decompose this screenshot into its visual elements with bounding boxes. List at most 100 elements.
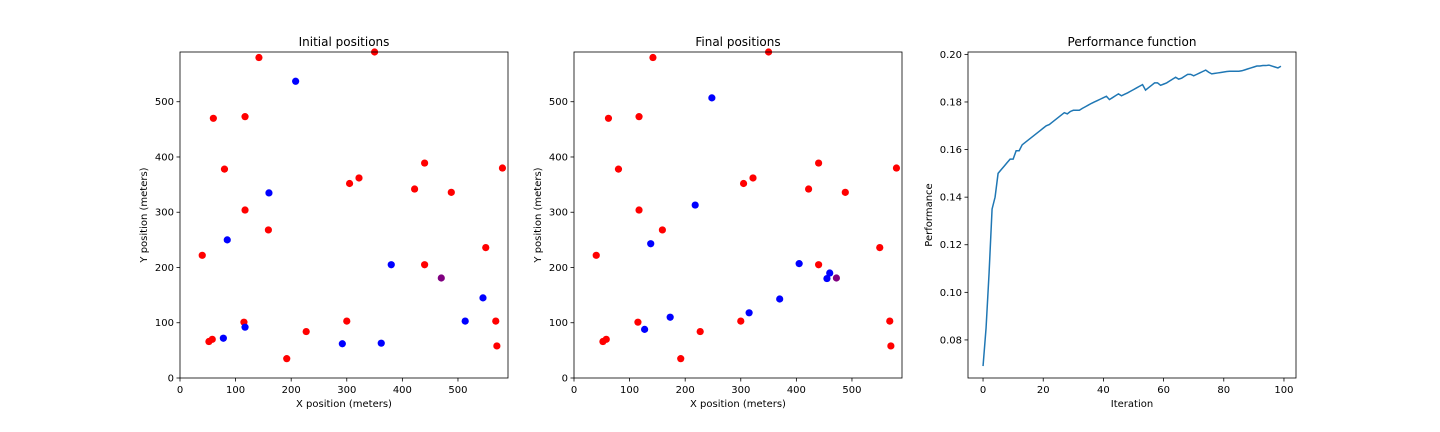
y-axis-label: Y position (meters)	[533, 167, 544, 263]
point-blue-5	[823, 274, 831, 283]
point-blue-1	[691, 201, 699, 209]
point-blue-1	[265, 189, 273, 197]
y-tick-label: 500	[549, 97, 568, 108]
point-red-20	[343, 317, 351, 325]
point-red-3	[614, 165, 623, 173]
point-red-2	[241, 113, 249, 121]
point-red-17	[599, 337, 607, 346]
y-tick-label: 500	[155, 97, 174, 108]
point-red-22	[493, 342, 501, 350]
axes-frame	[573, 51, 903, 379]
x-tick-label: 40	[1097, 385, 1110, 396]
point-red-8	[345, 179, 354, 188]
y-tick-label: 0.16	[940, 145, 962, 156]
y-axis-label: Performance	[924, 183, 935, 246]
axes-frame	[179, 51, 509, 379]
y-tick-label: 0.14	[940, 193, 962, 204]
point-blue-2	[647, 240, 655, 248]
point-red-0	[198, 251, 206, 259]
point-red-19	[696, 327, 704, 336]
y-tick-label: 200	[549, 263, 568, 274]
point-red-11	[421, 159, 429, 167]
point-red-18	[677, 355, 685, 363]
x-tick-label: 20	[1037, 385, 1050, 396]
point-red-15	[634, 318, 642, 326]
point-blue-0	[292, 77, 300, 85]
point-purple-0	[437, 274, 445, 282]
point-blue-8	[241, 323, 249, 331]
x-tick-label: 0	[571, 385, 577, 396]
x-tick-label: 60	[1157, 385, 1170, 396]
x-tick-label: 200	[676, 385, 695, 396]
x-tick-label: 300	[337, 385, 356, 396]
point-blue-7	[745, 309, 753, 317]
chart-1: 0 100 200 300 400 500 0 100 200 300 400 500 Initial …	[139, 35, 509, 410]
point-red-9	[355, 174, 363, 182]
point-red-13	[482, 244, 490, 252]
point-red-10	[805, 185, 813, 193]
x-tick-label: 500	[448, 385, 467, 396]
x-tick-label: 200	[282, 385, 301, 396]
x-tick-label: 500	[842, 385, 861, 396]
point-blue-7	[377, 339, 385, 347]
point-blue-6	[776, 295, 784, 303]
point-blue-4	[826, 269, 834, 277]
y-tick-label: 200	[155, 263, 174, 274]
y-tick-label: 0.12	[940, 240, 962, 251]
point-red-22	[887, 342, 895, 350]
y-tick-label: 100	[549, 318, 568, 329]
point-red-14	[815, 261, 823, 269]
x-tick-label: 80	[1217, 385, 1230, 396]
point-red-13	[876, 244, 884, 252]
y-tick-label: 100	[155, 318, 174, 329]
point-red-9	[749, 174, 757, 182]
chart-2: 0 100 200 300 400 500 0 100 200 300 400 500 Final po…	[533, 35, 903, 410]
point-purple-0	[832, 274, 841, 282]
point-red-12	[841, 188, 849, 196]
point-red-8	[739, 179, 748, 188]
x-tick-label: 400	[393, 385, 412, 396]
y-tick-label: 300	[549, 208, 568, 219]
x-tick-label: 300	[731, 385, 750, 396]
x-tick-label: 100	[1274, 385, 1293, 396]
point-red-12	[447, 188, 455, 196]
plot-area	[198, 48, 507, 363]
point-red-5	[264, 226, 272, 234]
point-red-20	[737, 317, 745, 325]
point-blue-9	[641, 325, 649, 333]
point-red-5	[658, 226, 666, 234]
y-tick-label: 300	[155, 208, 174, 219]
point-red-4	[635, 206, 643, 214]
chart-title: Performance function	[1068, 35, 1197, 49]
plot-area	[592, 48, 901, 363]
y-tick-label: 0.10	[940, 288, 962, 299]
point-blue-3	[387, 261, 395, 269]
point-red-2	[635, 113, 643, 121]
y-tick-label: 0.20	[940, 50, 962, 61]
performance-line	[982, 64, 1282, 367]
point-red-18	[283, 355, 291, 363]
chart-title: Initial positions	[299, 35, 390, 49]
y-axis-label: Y position (meters)	[139, 167, 150, 263]
x-tick-label: 0	[980, 385, 986, 396]
point-blue-8	[666, 313, 674, 321]
chart-3: 0 20 40 60 80 100 0.08 0.10 0.12 0.14 0.16 0.18 0.20…	[924, 35, 1297, 410]
x-tick-label: 100	[226, 385, 245, 396]
point-red-17	[205, 337, 213, 346]
y-tick-label: 0	[168, 374, 174, 385]
point-blue-0	[708, 94, 716, 102]
axes-frame	[967, 51, 1297, 379]
y-tick-label: 400	[549, 152, 568, 163]
point-red-4	[241, 206, 249, 214]
point-red-1	[209, 114, 217, 122]
point-red-21	[492, 317, 500, 325]
x-axis-label: X position (meters)	[296, 399, 392, 410]
chart-title: Final positions	[695, 35, 780, 49]
point-red-6	[255, 53, 263, 62]
point-red-19	[302, 327, 310, 336]
point-red-11	[815, 159, 823, 167]
point-red-14	[421, 261, 429, 269]
point-red-3	[220, 165, 229, 173]
x-tick-label: 100	[620, 385, 639, 396]
